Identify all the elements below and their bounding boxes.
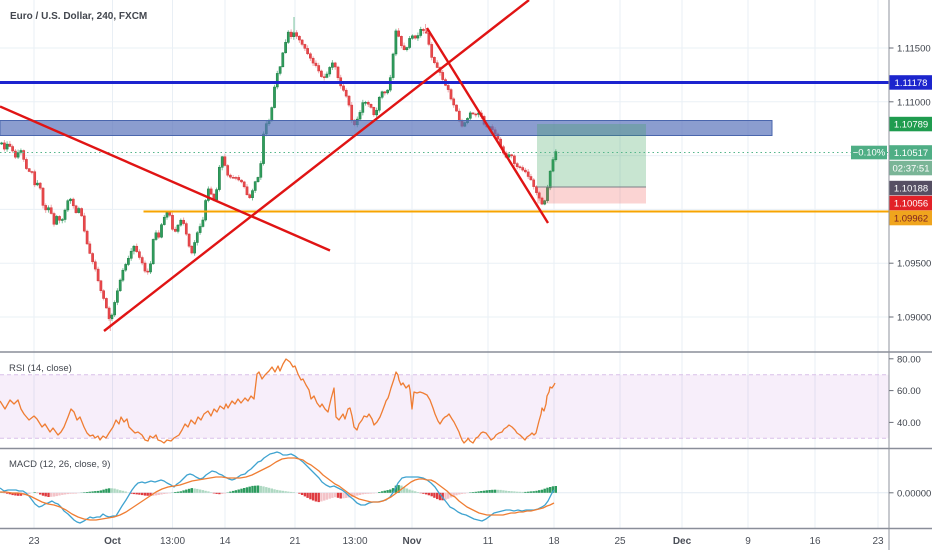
svg-text:23: 23: [28, 536, 40, 547]
svg-text:−0.10%: −0.10%: [853, 148, 886, 159]
svg-text:Nov: Nov: [403, 536, 422, 547]
svg-text:1.11000: 1.11000: [897, 97, 931, 108]
svg-text:60.00: 60.00: [897, 386, 921, 397]
svg-text:80.00: 80.00: [897, 354, 921, 365]
svg-text:25: 25: [614, 536, 626, 547]
svg-text:Dec: Dec: [673, 536, 692, 547]
svg-text:Euro / U.S. Dollar, 240, FXCM: Euro / U.S. Dollar, 240, FXCM: [10, 11, 147, 22]
svg-text:18: 18: [548, 536, 560, 547]
svg-text:14: 14: [219, 536, 231, 547]
svg-text:1.10056: 1.10056: [894, 199, 928, 210]
svg-text:40.00: 40.00: [897, 418, 921, 429]
svg-text:9: 9: [745, 536, 751, 547]
svg-text:RSI (14, close): RSI (14, close): [9, 363, 72, 374]
svg-text:1.10517: 1.10517: [894, 148, 928, 159]
svg-text:16: 16: [809, 536, 821, 547]
svg-text:0.00000: 0.00000: [897, 488, 931, 499]
svg-text:13:00: 13:00: [160, 536, 185, 547]
svg-text:02:37:51: 02:37:51: [893, 164, 930, 175]
svg-text:1.10188: 1.10188: [894, 184, 928, 195]
svg-text:Oct: Oct: [104, 536, 121, 547]
svg-text:1.11178: 1.11178: [895, 78, 928, 89]
svg-text:1.09000: 1.09000: [897, 313, 931, 324]
svg-text:11: 11: [483, 536, 494, 547]
svg-text:1.09500: 1.09500: [897, 259, 931, 270]
svg-text:1.09962: 1.09962: [894, 214, 928, 225]
svg-text:21: 21: [289, 536, 301, 547]
svg-text:23: 23: [872, 536, 884, 547]
svg-text:MACD (12, 26, close, 9): MACD (12, 26, close, 9): [9, 459, 110, 470]
svg-text:1.11500: 1.11500: [897, 44, 931, 55]
svg-text:13:00: 13:00: [342, 536, 367, 547]
svg-text:1.10789: 1.10789: [894, 120, 928, 131]
